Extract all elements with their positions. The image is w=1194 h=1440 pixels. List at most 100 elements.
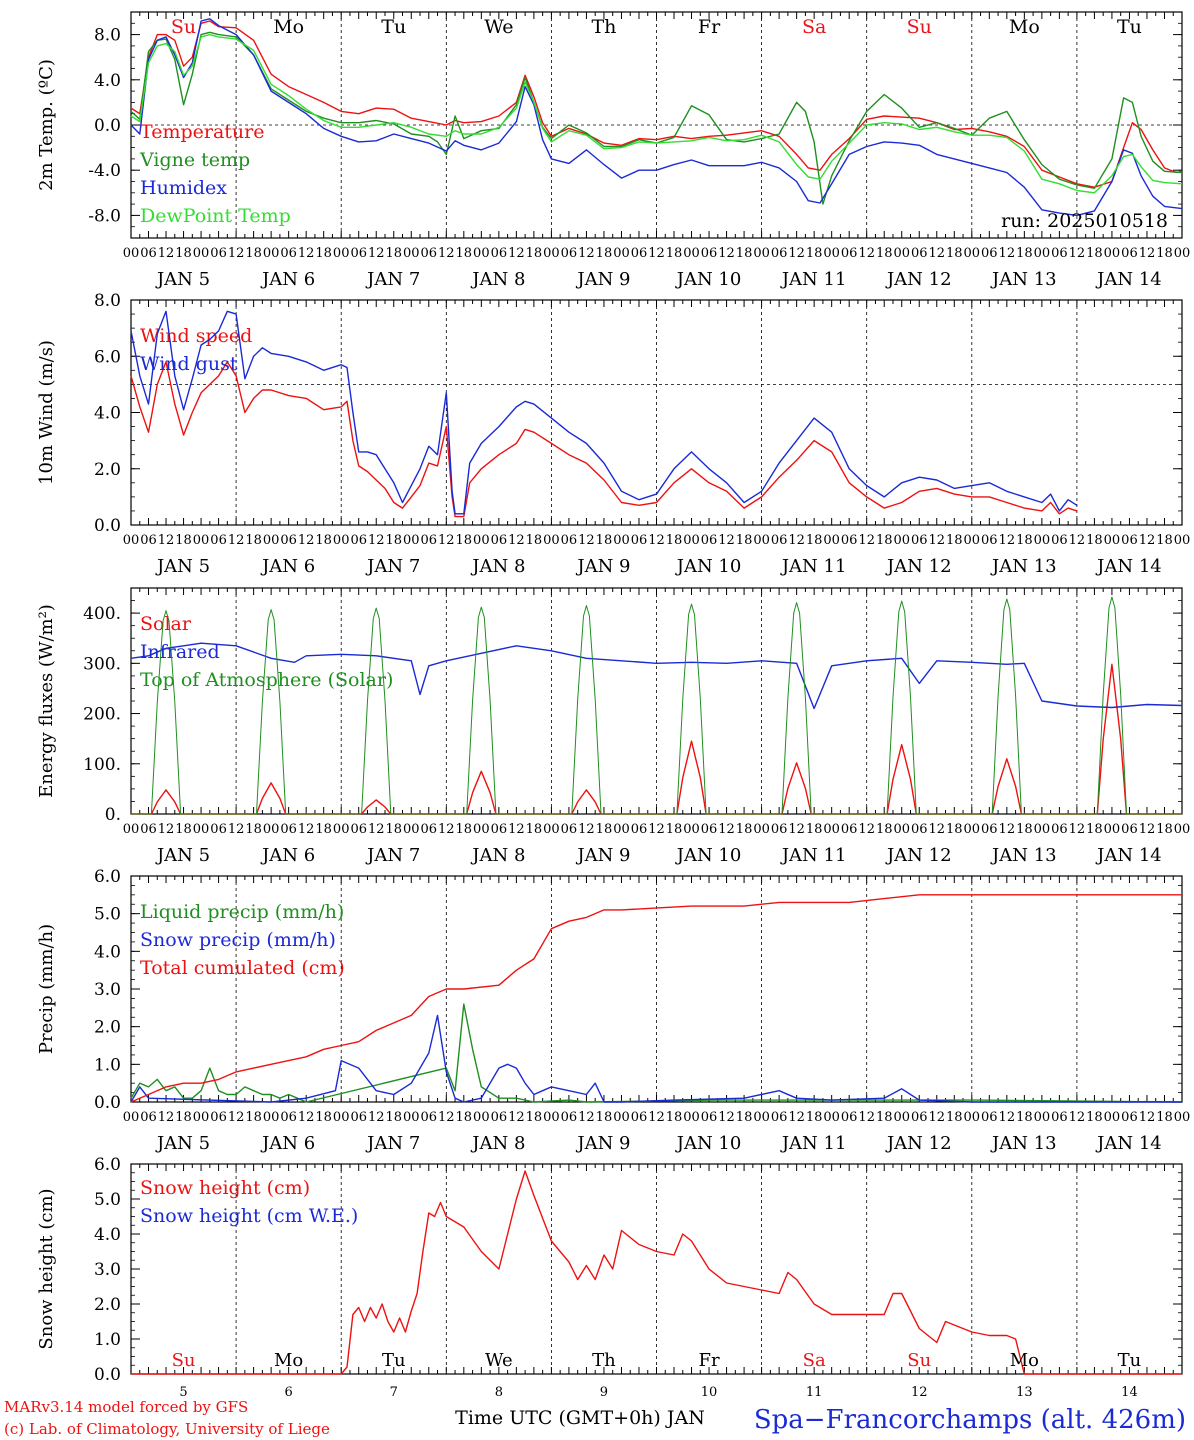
day-number-label: 5 <box>179 1385 187 1400</box>
day-number-label: 7 <box>390 1385 398 1400</box>
hour-tick-label: 00 <box>964 822 981 837</box>
hour-tick-label: 18 <box>596 822 613 837</box>
hour-tick-label: 12 <box>928 246 945 261</box>
y-axis-label: Snow height (cm) <box>36 1188 57 1349</box>
hour-tick-label: 00 <box>1104 246 1121 261</box>
y-tick-label: 8.0 <box>94 291 121 311</box>
day-name-label: Su <box>907 1350 931 1371</box>
hour-tick-label: 06 <box>421 246 438 261</box>
y-tick-label: 3.0 <box>94 1260 121 1280</box>
hour-tick-label: 00 <box>403 533 420 548</box>
hour-tick-label: 06 <box>210 822 227 837</box>
hour-tick-label: 00 <box>263 533 280 548</box>
y-tick-label: 4.0 <box>94 404 121 424</box>
hour-tick-label: 00 <box>893 822 910 837</box>
hour-tick-label: 00 <box>123 533 140 548</box>
hour-tick-label: 18 <box>1016 1110 1033 1125</box>
hour-tick-label: 06 <box>1121 246 1138 261</box>
hour-tick-label: 06 <box>631 1110 648 1125</box>
hour-tick-label: 18 <box>946 533 963 548</box>
hour-tick-label: 18 <box>385 822 402 837</box>
date-label: JAN 5 <box>155 269 210 290</box>
hour-tick-label: 18 <box>666 1110 683 1125</box>
hour-tick-label: 00 <box>1174 533 1191 548</box>
run-label: run: 2025010518 <box>1001 210 1168 232</box>
hour-tick-label: 18 <box>1086 246 1103 261</box>
y-axis-label: 10m Wind (m/s) <box>36 340 57 485</box>
hour-tick-label: 12 <box>158 246 175 261</box>
hour-tick-label: 06 <box>981 822 998 837</box>
hour-tick-label: 06 <box>491 246 508 261</box>
series-line <box>131 1170 1182 1375</box>
hour-tick-label: 18 <box>666 246 683 261</box>
date-label: JAN 11 <box>780 1133 847 1154</box>
hour-tick-label: 12 <box>1069 246 1086 261</box>
hour-tick-label: 06 <box>841 246 858 261</box>
day-name-label: Tu <box>381 16 406 38</box>
y-tick-label: 6.0 <box>94 1155 121 1175</box>
date-label: JAN 9 <box>575 269 630 290</box>
hour-tick-label: 12 <box>298 822 315 837</box>
hour-tick-label: 00 <box>263 246 280 261</box>
hour-tick-label: 18 <box>526 822 543 837</box>
hour-tick-label: 00 <box>1174 246 1191 261</box>
hour-tick-label: 06 <box>1121 822 1138 837</box>
y-tick-label: 8.0 <box>94 26 121 46</box>
credit-lab: (c) Lab. of Climatology, University of L… <box>4 1420 330 1438</box>
date-label: JAN 9 <box>575 556 630 577</box>
hour-tick-label: 18 <box>1016 533 1033 548</box>
date-label: JAN 10 <box>675 1133 742 1154</box>
y-tick-label: 3.0 <box>94 980 121 1000</box>
hour-tick-label: 18 <box>1156 246 1173 261</box>
y-tick-label: 100. <box>83 755 121 775</box>
hour-tick-label: 12 <box>1069 533 1086 548</box>
legend-entry: Snow precip (mm/h) <box>140 929 336 951</box>
hour-tick-label: 00 <box>753 1110 770 1125</box>
hour-tick-label: 18 <box>1156 533 1173 548</box>
hour-tick-label: 12 <box>1069 1110 1086 1125</box>
hour-tick-label: 06 <box>210 246 227 261</box>
hour-tick-label: 18 <box>315 1110 332 1125</box>
hour-tick-label: 00 <box>543 822 560 837</box>
hour-tick-label: 00 <box>613 533 630 548</box>
hour-tick-label: 00 <box>403 1110 420 1125</box>
hour-tick-label: 12 <box>1069 822 1086 837</box>
day-number-label: 6 <box>285 1385 293 1400</box>
hour-tick-label: 18 <box>806 533 823 548</box>
hour-tick-label: 18 <box>1016 246 1033 261</box>
hour-tick-label: 12 <box>648 246 665 261</box>
hour-tick-label: 18 <box>385 1110 402 1125</box>
hour-tick-label: 00 <box>333 246 350 261</box>
hour-tick-label: 06 <box>491 822 508 837</box>
day-name-label: Th <box>591 16 616 38</box>
hour-tick-label: 18 <box>456 246 473 261</box>
hour-tick-label: 06 <box>771 1110 788 1125</box>
date-label: JAN 13 <box>990 1133 1057 1154</box>
hour-tick-label: 06 <box>771 822 788 837</box>
hour-tick-label: 18 <box>245 1110 262 1125</box>
date-label: JAN 14 <box>1095 1133 1162 1154</box>
day-name-label: Fr <box>698 16 721 38</box>
hour-tick-label: 00 <box>333 533 350 548</box>
y-tick-label: 0.0 <box>94 1365 121 1385</box>
hour-tick-label: 00 <box>613 1110 630 1125</box>
hour-tick-label: 18 <box>946 822 963 837</box>
energy-flux-panel: 400. 300. 200. 100. 0. Energy fluxes (W/m²) 00… <box>36 587 1190 866</box>
date-label: JAN 12 <box>885 845 952 866</box>
date-label: JAN 5 <box>155 556 210 577</box>
hour-tick-label: 00 <box>1034 533 1051 548</box>
hour-tick-label: 06 <box>140 822 157 837</box>
hour-tick-label: 12 <box>228 822 245 837</box>
hour-tick-label: 18 <box>245 246 262 261</box>
hour-tick-label: 18 <box>175 1110 192 1125</box>
series-line <box>130 31 1183 205</box>
legend-entry: Vigne temp <box>139 149 250 171</box>
hour-tick-label: 18 <box>666 533 683 548</box>
hour-tick-label: 06 <box>911 1110 928 1125</box>
hour-tick-label: 00 <box>1104 1110 1121 1125</box>
day-name-label: Tu <box>1117 16 1142 38</box>
date-label: JAN 8 <box>470 845 525 866</box>
hour-tick-label: 12 <box>648 822 665 837</box>
hour-tick-label: 18 <box>385 533 402 548</box>
